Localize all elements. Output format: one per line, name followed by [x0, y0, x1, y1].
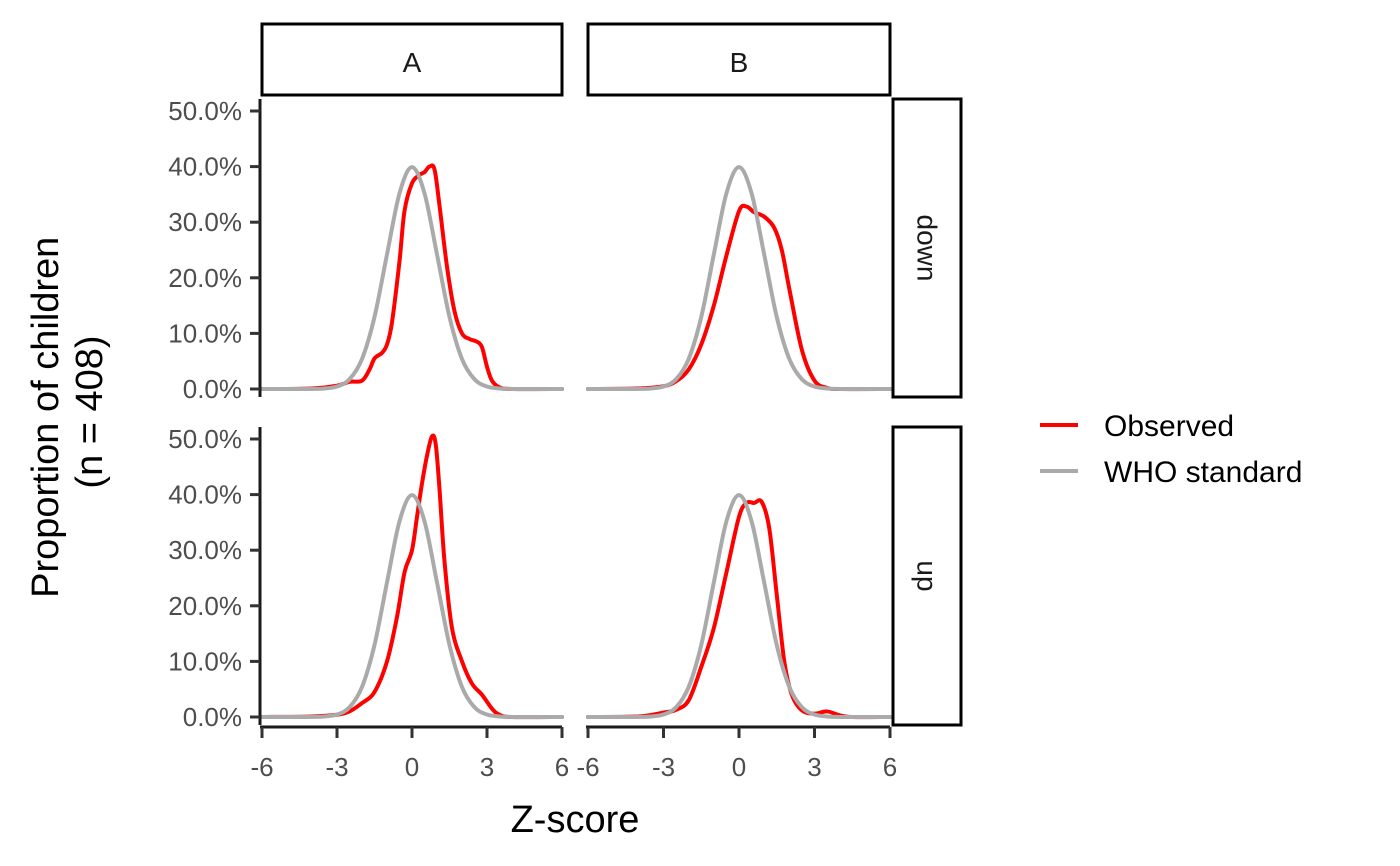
panels-layer [260, 163, 892, 720]
x-tick-label-a: 6 [555, 752, 569, 782]
strip-label-row-up: up [912, 560, 943, 591]
series-line-who-standard [586, 493, 892, 720]
y-tick-label-up: 0.0% [183, 702, 242, 732]
y-tick-label-down: 30.0% [168, 207, 242, 237]
series-line-observed [586, 498, 892, 720]
y-tick-label-up: 10.0% [168, 646, 242, 676]
series-line-observed [260, 163, 564, 392]
series-line-who-standard [260, 493, 564, 720]
y-tick-label-up: 40.0% [168, 480, 242, 510]
strip-box-row-up [891, 425, 963, 727]
axes-layer: 0.0% 10.0% 20.0% 30.0% 40.0% 50.0% 0.0% 10.0% 20… [168, 96, 897, 782]
panel-b-down [586, 165, 892, 392]
y-tick-label-up: 30.0% [168, 535, 242, 565]
x-tick-label-b: -6 [576, 752, 599, 782]
x-tick-label-a: -3 [325, 752, 348, 782]
strip-box-col-a [260, 22, 564, 97]
legend: Observed WHO standard [1040, 410, 1302, 489]
strip-label-col-a: A [403, 47, 422, 78]
y-tick-label-down: 40.0% [168, 152, 242, 182]
strip-box-row-down [891, 97, 963, 399]
x-axis-title: Z-score [511, 799, 640, 841]
x-tick-label-a: 3 [480, 752, 494, 782]
strip-label-row-down: down [912, 215, 943, 282]
series-line-observed [260, 433, 564, 720]
y-tick-label-up: 50.0% [168, 424, 242, 454]
panel-b-up [586, 493, 892, 720]
y-axis-title-line1: Proportion of children [25, 237, 67, 598]
y-axis-title: Proportion of children (n = 408) [25, 226, 111, 598]
panel-a-up [260, 433, 564, 720]
strip-label-col-b: B [730, 47, 749, 78]
legend-label-who-standard: WHO standard [1104, 456, 1302, 489]
legend-label-observed: Observed [1104, 410, 1234, 443]
series-line-observed [586, 203, 892, 392]
x-tick-label-a: 0 [405, 752, 419, 782]
y-tick-label-down: 50.0% [168, 96, 242, 126]
x-tick-label-b: -3 [652, 752, 675, 782]
x-tick-label-b: 6 [883, 752, 897, 782]
series-line-who-standard [260, 165, 564, 392]
y-tick-label-down: 0.0% [183, 374, 242, 404]
x-tick-label-a: -6 [250, 752, 273, 782]
x-tick-label-b: 3 [807, 752, 821, 782]
y-tick-label-down: 20.0% [168, 263, 242, 293]
x-tick-label-b: 0 [732, 752, 746, 782]
y-tick-label-down: 10.0% [168, 318, 242, 348]
y-axis-title-line2: (n = 408) [69, 335, 111, 488]
series-line-who-standard [586, 165, 892, 392]
panel-a-down [260, 163, 564, 392]
y-tick-label-up: 20.0% [168, 591, 242, 621]
strip-box-col-b [586, 22, 892, 97]
